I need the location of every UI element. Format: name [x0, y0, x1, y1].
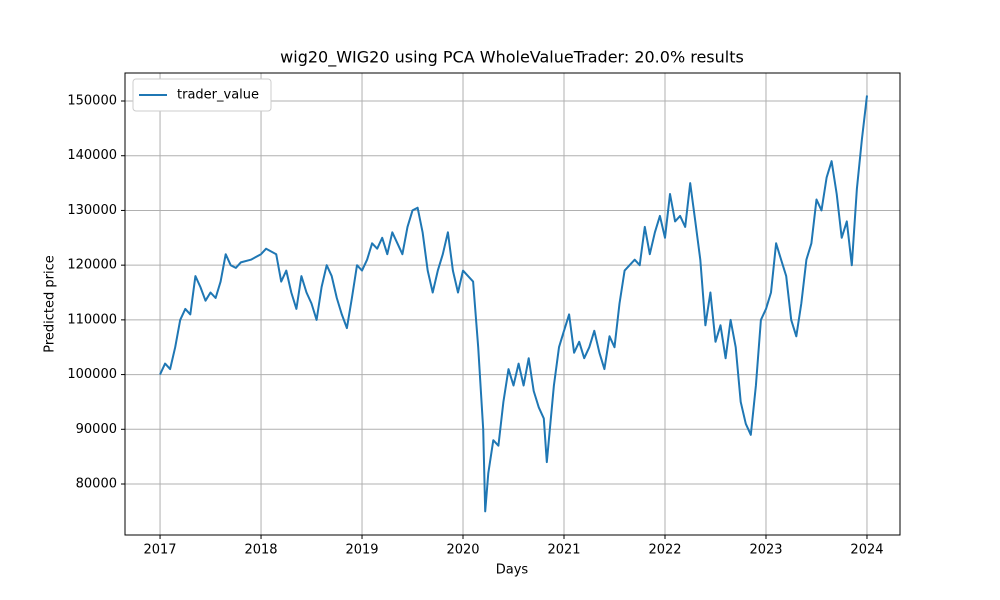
x-tick-label: 2021	[547, 543, 580, 558]
plot-frame	[124, 72, 901, 536]
legend-box	[132, 78, 272, 112]
y-axis-label: Predicted price	[43, 255, 58, 353]
x-tick-label: 2022	[648, 543, 681, 558]
series-line	[159, 95, 868, 513]
y-tick-label: 100000	[67, 367, 117, 382]
y-tick-label: 140000	[67, 148, 117, 163]
x-tick-label: 2020	[446, 543, 479, 558]
y-tick-label: 110000	[67, 312, 117, 327]
legend-label: trader_value	[177, 88, 259, 103]
y-tick-label: 90000	[76, 422, 117, 437]
x-tick-label: 2018	[244, 543, 277, 558]
x-tick-label: 2019	[345, 543, 378, 558]
x-axis-label: Days	[496, 563, 529, 578]
y-tick-label: 130000	[67, 203, 117, 218]
y-tick-label: 80000	[76, 477, 117, 492]
y-tick-label: 150000	[67, 94, 117, 109]
y-tick-label: 120000	[67, 258, 117, 273]
x-tick-label: 2023	[749, 543, 782, 558]
chart-title: wig20_WIG20 using PCA WholeValueTrader: …	[280, 48, 744, 68]
x-tick-label: 2017	[143, 543, 176, 558]
x-tick-label: 2024	[850, 543, 883, 558]
